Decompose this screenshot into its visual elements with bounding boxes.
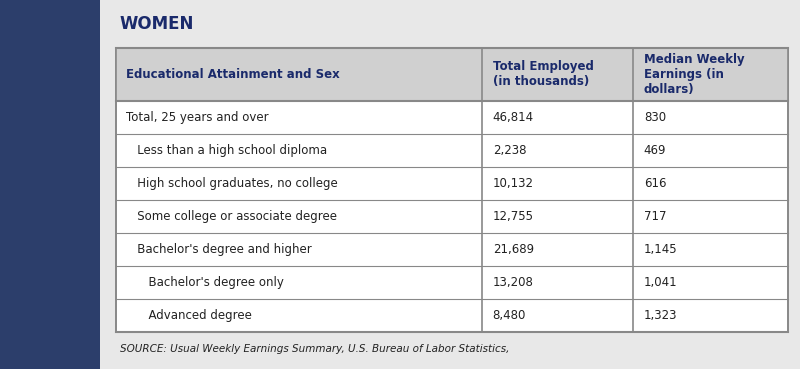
Text: Some college or associate degree: Some college or associate degree [126, 210, 338, 223]
Text: Median Weekly
Earnings (in
dollars): Median Weekly Earnings (in dollars) [644, 53, 745, 96]
Text: 616: 616 [644, 177, 666, 190]
Text: 717: 717 [644, 210, 666, 223]
Text: 8,480: 8,480 [493, 309, 526, 322]
Text: WOMEN: WOMEN [120, 15, 194, 33]
Text: 13,208: 13,208 [493, 276, 534, 289]
Text: Educational Attainment and Sex: Educational Attainment and Sex [126, 68, 340, 81]
Text: 2,238: 2,238 [493, 144, 526, 157]
Text: 21,689: 21,689 [493, 243, 534, 256]
Text: Total, 25 years and over: Total, 25 years and over [126, 111, 269, 124]
Text: Total Employed
(in thousands): Total Employed (in thousands) [493, 60, 594, 88]
Text: 1,041: 1,041 [644, 276, 678, 289]
Text: 469: 469 [644, 144, 666, 157]
Text: 46,814: 46,814 [493, 111, 534, 124]
Text: 830: 830 [644, 111, 666, 124]
Text: SOURCE: Usual Weekly Earnings Summary, U.S. Bureau of Labor Statistics,: SOURCE: Usual Weekly Earnings Summary, U… [120, 344, 510, 354]
FancyBboxPatch shape [116, 48, 788, 100]
Text: 1,145: 1,145 [644, 243, 678, 256]
Text: Advanced degree: Advanced degree [126, 309, 252, 322]
Text: High school graduates, no college: High school graduates, no college [126, 177, 338, 190]
Text: Bachelor's degree and higher: Bachelor's degree and higher [126, 243, 312, 256]
Text: 12,755: 12,755 [493, 210, 534, 223]
FancyBboxPatch shape [0, 0, 100, 369]
Text: Less than a high school diploma: Less than a high school diploma [126, 144, 327, 157]
Text: 1,323: 1,323 [644, 309, 678, 322]
FancyBboxPatch shape [116, 48, 788, 332]
Text: Bachelor's degree only: Bachelor's degree only [126, 276, 284, 289]
Text: 10,132: 10,132 [493, 177, 534, 190]
